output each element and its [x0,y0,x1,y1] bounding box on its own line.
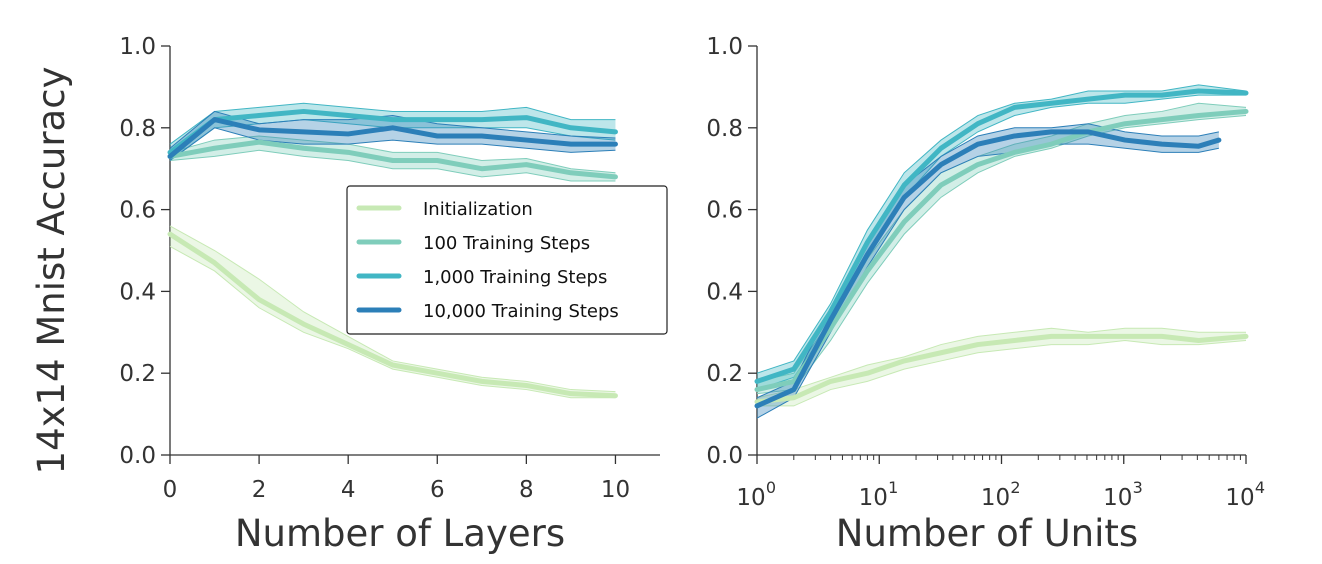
series-line-3 [754,88,1249,384]
x-tick-label: 10 [981,485,1010,511]
series-line-1 [754,333,1249,405]
y-tick-label: 0.0 [706,443,743,469]
x-tick-label: 6 [430,477,445,503]
series-line-4 [167,117,618,159]
y-tick-label: 0.6 [706,198,743,224]
legend: Initialization 100 Training Steps 1,000 Tr… [346,185,668,335]
x-tick-label: 10 [1225,485,1254,511]
x-tick-label: 2 [252,477,267,503]
series-band-lower-1 [169,245,616,399]
y-tick-label: 1.0 [706,34,743,60]
legend-label-4: 10,000 Training Steps [423,301,619,322]
x-tick-label: 10 [859,485,888,511]
x-axis-title: Number of Layers [235,512,565,555]
x-tick-label-exponent: 2 [1010,478,1020,497]
y-tick-label: 0.0 [119,443,156,469]
y-tick-label: 0.4 [706,279,743,305]
x-tick-label: 4 [341,477,356,503]
y-tick-label: 0.2 [706,361,743,387]
y-tick-label: 0.8 [706,116,743,142]
series-band-lower-1 [757,339,1247,407]
series-band-upper-4 [169,110,616,149]
series-band-upper-1 [756,327,1246,399]
x-tick-label: 8 [519,477,534,503]
series-band-4 [170,111,616,161]
y-tick-label: 0.4 [119,279,156,305]
legend-label-1: Initialization [423,199,533,220]
panel-2: 0.00.20.40.60.81.010 0 10 1 10 2 10 3 10 4Number … [706,34,1265,555]
series-band-lower-4 [169,127,616,161]
series-band-upper-1 [169,225,616,393]
y-tick-label: 0.6 [119,198,156,224]
series-band-lower-2 [169,149,616,182]
series-band-upper-3 [169,102,616,145]
legend-label-2: 100 Training Steps [423,233,590,254]
series-line-2 [167,139,618,180]
x-tick-label: 10 [601,477,630,503]
x-tick-label-exponent: 3 [1133,478,1143,497]
series-line-2 [754,108,1249,393]
y-tick-label: 1.0 [119,34,156,60]
legend-label-3: 1,000 Training Steps [423,267,607,288]
x-tick-label-exponent: 1 [888,478,898,497]
panel-1: 0.0 0.2 0.4 0.6 0.8 1.0 0 2 4 6 8 10 Number of Layer… [30,34,668,555]
series-line-4 [754,129,1222,409]
y-tick-label: 0.8 [119,116,156,142]
x-tick-label-exponent: 4 [1255,478,1265,497]
x-axis-title: Number of Units [836,512,1138,555]
x-tick-label: 10 [736,485,765,511]
x-tick-label: 0 [163,477,178,503]
series-band-upper-2 [169,135,616,174]
x-tick-label-exponent: 0 [766,478,776,497]
x-tick-label: 10 [1103,485,1132,511]
series-line-3 [167,108,618,155]
series-band-upper-3 [756,84,1247,374]
series-band-lower-4 [756,143,1219,419]
legend-box [346,185,668,335]
y-tick-label: 0.2 [119,361,156,387]
series-band-lower-2 [756,115,1247,395]
series-line-1 [167,231,618,399]
y-axis-title: 14x14 Mnist Accuracy [30,67,73,475]
